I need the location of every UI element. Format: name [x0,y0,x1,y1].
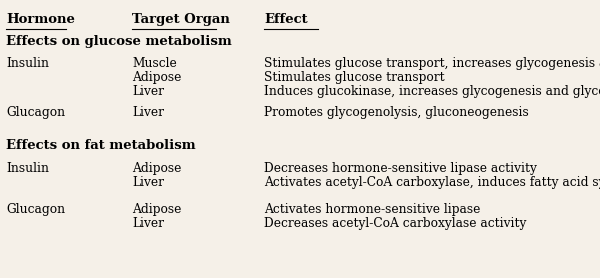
Text: Liver: Liver [132,217,164,230]
Text: Hormone: Hormone [6,13,75,26]
Text: Insulin: Insulin [6,57,49,70]
Text: Liver: Liver [132,85,164,98]
Text: Activates acetyl-CoA carboxylase, induces fatty acid synthetase: Activates acetyl-CoA carboxylase, induce… [264,176,600,189]
Text: Target Organ: Target Organ [132,13,230,26]
Text: Muscle: Muscle [132,57,177,70]
Text: Stimulates glucose transport: Stimulates glucose transport [264,71,445,84]
Text: Effects on glucose metabolism: Effects on glucose metabolism [6,35,232,48]
Text: Promotes glycogenolysis, gluconeogenesis: Promotes glycogenolysis, gluconeogenesis [264,106,529,119]
Text: Glucagon: Glucagon [6,106,65,119]
Text: Adipose: Adipose [132,162,181,175]
Text: Decreases acetyl-CoA carboxylase activity: Decreases acetyl-CoA carboxylase activit… [264,217,526,230]
Text: Effect: Effect [264,13,308,26]
Text: Insulin: Insulin [6,162,49,175]
Text: Activates hormone-sensitive lipase: Activates hormone-sensitive lipase [264,203,481,217]
Text: Decreases hormone-sensitive lipase activity: Decreases hormone-sensitive lipase activ… [264,162,537,175]
Text: Induces glucokinase, increases glycogenesis and glycolysis: Induces glucokinase, increases glycogene… [264,85,600,98]
Text: Adipose: Adipose [132,203,181,217]
Text: Liver: Liver [132,106,164,119]
Text: Adipose: Adipose [132,71,181,84]
Text: Stimulates glucose transport, increases glycogenesis and glycolysis: Stimulates glucose transport, increases … [264,57,600,70]
Text: Glucagon: Glucagon [6,203,65,217]
Text: Effects on fat metabolism: Effects on fat metabolism [6,139,196,152]
Text: Liver: Liver [132,176,164,189]
